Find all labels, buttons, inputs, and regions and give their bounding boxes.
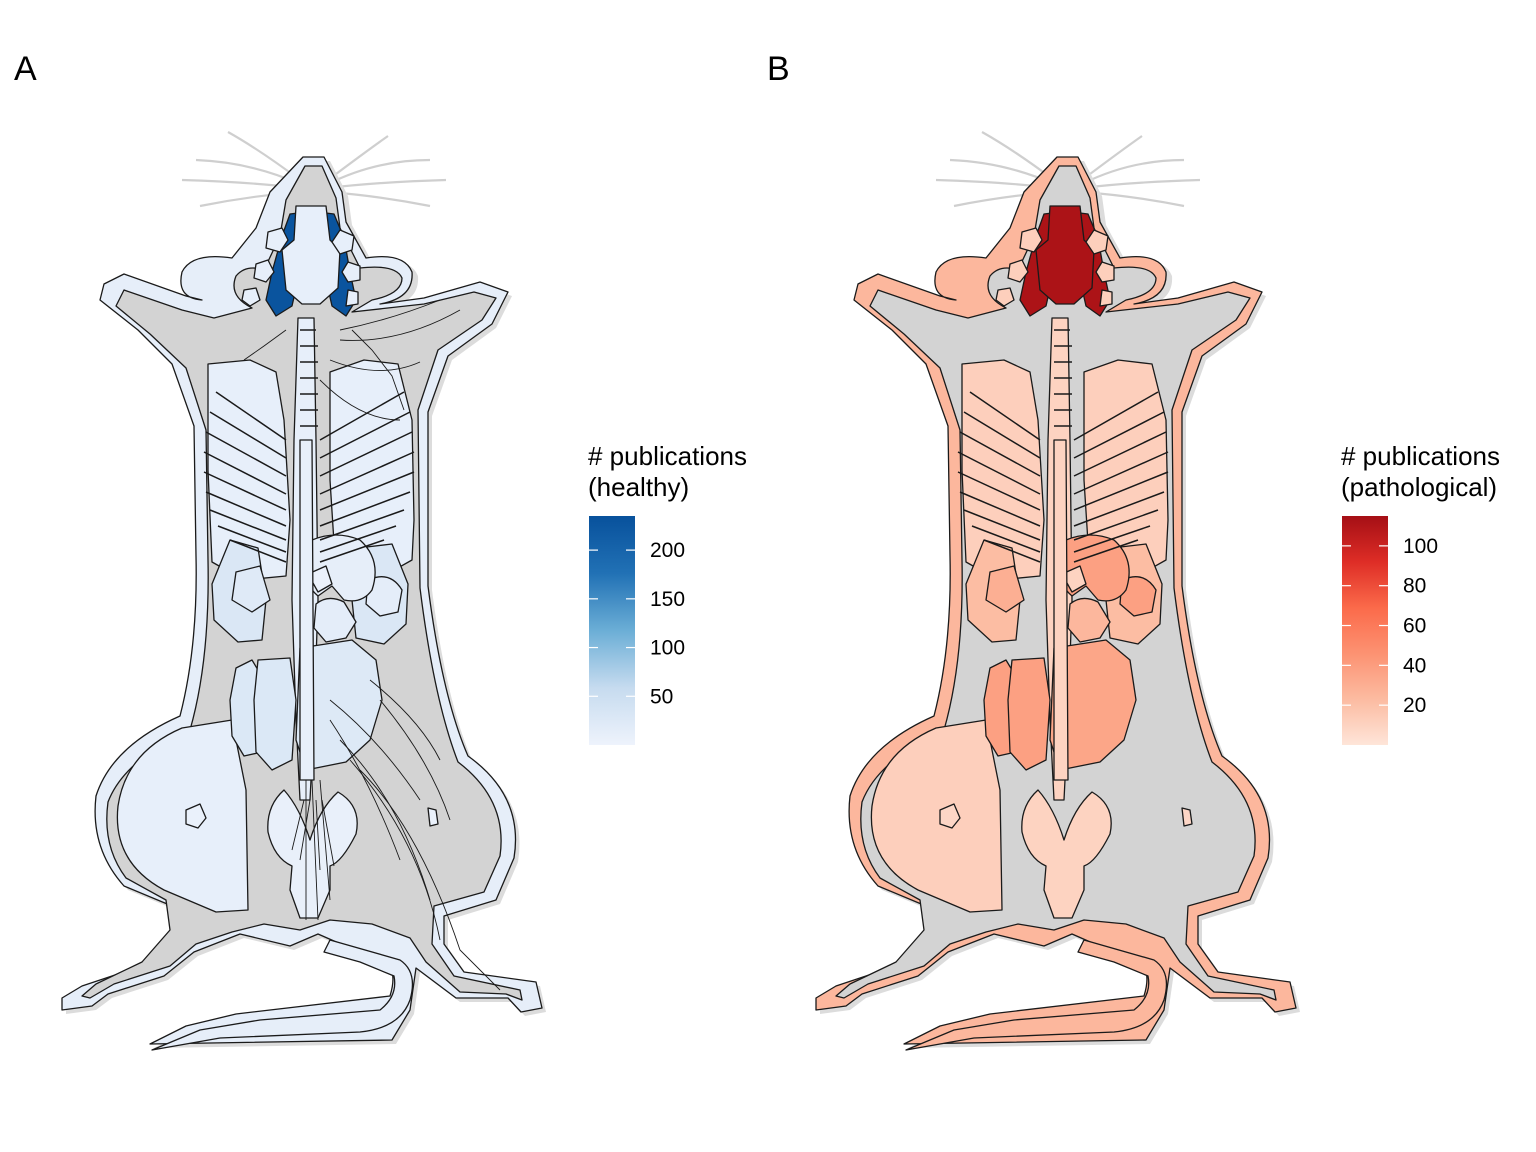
- colorbar-tick-label: 100: [650, 637, 685, 660]
- region-kidney-right[interactable]: [253, 657, 297, 771]
- region-gland-right-2[interactable]: [1099, 289, 1113, 307]
- legend-a-title-line1: # publications: [588, 441, 747, 471]
- legend-b-title-line2: (pathological): [1341, 472, 1497, 502]
- colorbar-b: [1342, 516, 1388, 745]
- panel-b-tag: B: [767, 50, 790, 88]
- colorbar-tick-label: 50: [650, 685, 673, 708]
- legend-b-title-line1: # publications: [1341, 441, 1500, 471]
- colorbar-a: [589, 516, 635, 745]
- region-lymph-node-2[interactable]: [1181, 807, 1193, 827]
- region-gland-right-2[interactable]: [345, 289, 359, 307]
- region-spinal-cord[interactable]: [1053, 439, 1069, 781]
- region-spinal-cord[interactable]: [299, 439, 315, 781]
- colorbar-tick-label: 40: [1403, 654, 1426, 677]
- region-kidney-right[interactable]: [1007, 657, 1051, 771]
- panel-a: A: [14, 50, 747, 1051]
- legend-a: # publications (healthy) 50 100 150 200: [588, 441, 747, 745]
- colorbar-a-ticks: 50 100 150 200: [589, 539, 685, 708]
- legend-b: # publications (pathological) 20 40 60 80 10…: [1341, 441, 1500, 745]
- colorbar-tick-label: 100: [1403, 535, 1438, 558]
- colorbar-tick-label: 200: [650, 539, 685, 562]
- legend-a-title-line2: (healthy): [588, 472, 689, 502]
- colorbar-tick-label: 20: [1403, 694, 1426, 717]
- colorbar-b-ticks: 20 40 60 80 100: [1342, 535, 1438, 717]
- panel-b: B: [767, 50, 1500, 1051]
- mouse-b: [815, 130, 1300, 1051]
- colorbar-tick-label: 60: [1403, 615, 1426, 638]
- region-lymph-node-2[interactable]: [427, 807, 439, 827]
- panel-a-tag: A: [14, 50, 37, 88]
- mouse-a: [61, 130, 546, 1051]
- colorbar-tick-label: 150: [650, 588, 685, 611]
- colorbar-tick-label: 80: [1403, 575, 1426, 598]
